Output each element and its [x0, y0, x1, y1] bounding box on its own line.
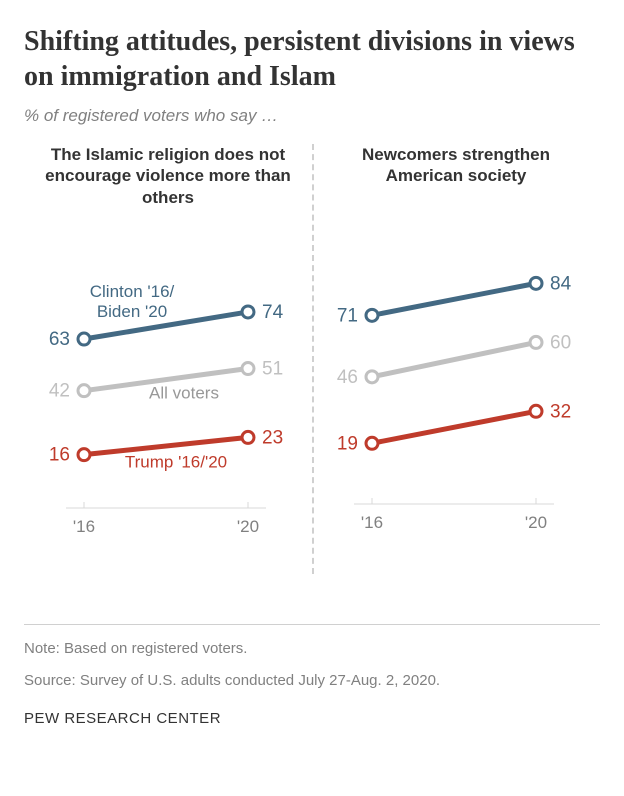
svg-text:32: 32	[550, 401, 571, 422]
panel-right-svg: '16 '20 71 84 46 60 19 32	[324, 210, 588, 550]
panel-left-title: The Islamic religion does not encourage …	[36, 144, 300, 208]
svg-text:46: 46	[337, 367, 358, 388]
svg-text:Clinton '16/: Clinton '16/	[90, 282, 175, 301]
svg-text:'20: '20	[525, 513, 547, 532]
footer-attribution: PEW RESEARCH CENTER	[24, 710, 600, 727]
panel-right-title: Newcomers strengthen American society	[324, 144, 588, 204]
panel-right: Newcomers strengthen American society '1…	[312, 144, 600, 614]
svg-text:All voters: All voters	[149, 383, 219, 402]
panel-left: The Islamic religion does not encourage …	[24, 144, 312, 614]
separator	[24, 624, 600, 625]
svg-text:60: 60	[550, 332, 571, 353]
svg-text:71: 71	[337, 305, 358, 326]
svg-text:'16: '16	[73, 517, 95, 536]
note-line-2: Source: Survey of U.S. adults conducted …	[24, 667, 600, 691]
page-title: Shifting attitudes, persistent divisions…	[24, 24, 600, 94]
svg-text:23: 23	[262, 427, 283, 448]
note-line-1: Note: Based on registered voters.	[24, 635, 600, 659]
charts-container: The Islamic religion does not encourage …	[24, 144, 600, 614]
svg-text:84: 84	[550, 273, 572, 294]
svg-text:Trump '16/'20: Trump '16/'20	[125, 452, 227, 471]
page-subtitle: % of registered voters who say …	[24, 106, 600, 126]
panel-right-chart: '16 '20 71 84 46 60 19 32	[324, 210, 588, 550]
svg-text:51: 51	[262, 358, 283, 379]
svg-text:16: 16	[49, 444, 70, 465]
panel-left-svg: '16 '20 63 74 42 51 16 23 Clinton '16/Biden '20 A…	[36, 214, 300, 554]
svg-text:'16: '16	[361, 513, 383, 532]
panel-left-chart: '16 '20 63 74 42 51 16 23 Clinton '16/Biden '20 A…	[36, 214, 300, 554]
svg-text:19: 19	[337, 433, 358, 454]
svg-text:42: 42	[49, 380, 70, 401]
svg-text:63: 63	[49, 329, 70, 350]
svg-text:Biden '20: Biden '20	[97, 302, 167, 321]
svg-text:74: 74	[262, 302, 284, 323]
svg-text:'20: '20	[237, 517, 259, 536]
